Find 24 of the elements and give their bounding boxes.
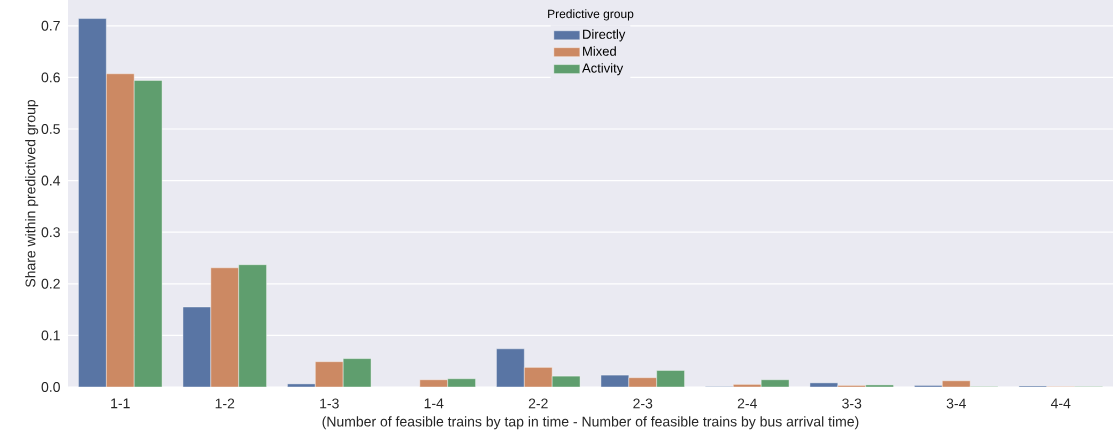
x-tick-label: 1-2: [215, 398, 235, 409]
y-tick-label: 0.1: [41, 330, 60, 341]
x-axis-title: (Number of feasible trains by tap in time - Number of feasible trains by bus arrival time): [322, 416, 859, 430]
x-tick-label: 1-3: [320, 398, 339, 409]
legend-label: Directly: [583, 29, 626, 42]
x-tick-label: 2-3: [633, 398, 653, 409]
y-tick-label: 0.0: [41, 382, 60, 392]
y-tick-label: 0.6: [41, 72, 60, 83]
y-axis-title: Share within predictived group: [25, 99, 39, 288]
legend-label: Mixed: [583, 46, 616, 56]
x-tick-label: 3-3: [842, 398, 862, 409]
y-tick-label: 0.7: [41, 20, 60, 31]
x-tick-label: 2-2: [528, 398, 548, 409]
y-tick-label: 0.5: [41, 124, 60, 134]
x-tick-label: 1-1: [111, 398, 130, 409]
x-tick-label: 1-4: [424, 398, 444, 409]
y-tick-label: 0.2: [41, 278, 60, 289]
x-tick-label: 2-4: [737, 398, 757, 409]
legend-title: Predictive group: [548, 9, 634, 21]
y-tick-label: 0.4: [41, 175, 61, 186]
y-tick-label: 0.3: [41, 227, 60, 238]
x-tick-label: 3-4: [946, 398, 966, 409]
legend-label: Activity: [582, 63, 624, 76]
x-tick-label: 4-4: [1050, 398, 1071, 409]
